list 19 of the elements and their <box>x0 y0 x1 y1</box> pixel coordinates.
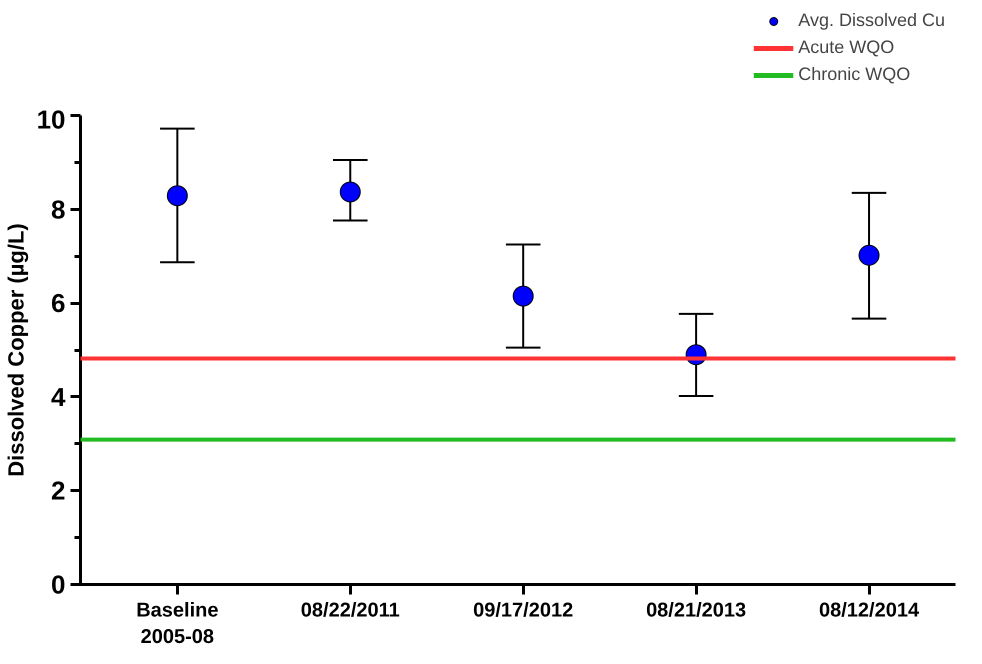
legend-label: Chronic WQO <box>798 64 910 85</box>
point <box>166 185 188 206</box>
y-tick-label: 4 <box>51 382 66 412</box>
y-tick-label: 2 <box>51 476 66 506</box>
legend-label: Avg. Dissolved Cu <box>798 10 945 31</box>
point <box>340 181 361 202</box>
x-tick-label: 08/21/2013 <box>646 600 746 622</box>
y-tick-label: 10 <box>36 104 66 134</box>
point <box>858 244 880 266</box>
x-tick-label: 09/17/2012 <box>473 600 574 622</box>
y-tick-label: 8 <box>51 194 66 224</box>
y-tick-label: 6 <box>51 288 66 318</box>
x-tick-label: 08/12/2014 <box>818 600 920 622</box>
point <box>512 286 534 307</box>
y-tick-label: 0 <box>51 570 66 600</box>
x-tick-label: 08/22/2011 <box>300 600 400 622</box>
x-tick-label: Baseline 2005-08 <box>136 600 218 648</box>
legend-label: Acute WQO <box>798 37 894 58</box>
y-axis-title: Dissolved Copper (µg/L) <box>4 223 29 477</box>
